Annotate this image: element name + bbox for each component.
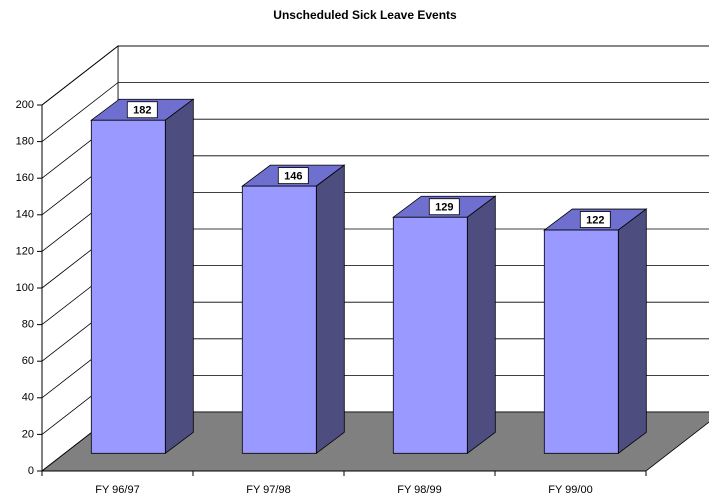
bar-side	[164, 98, 194, 455]
bar-group: 122	[543, 208, 648, 455]
y-tick-label: 100	[16, 282, 34, 294]
value-label: 146	[284, 171, 302, 183]
x-tick-label: FY 97/98	[246, 484, 290, 496]
y-tick-label: 60	[22, 355, 34, 367]
y-tick-label: 40	[22, 392, 34, 404]
x-tick-label: FY 96/97	[95, 484, 139, 496]
chart-title: Unscheduled Sick Leave Events	[273, 8, 457, 22]
y-tick-label: 20	[22, 428, 34, 440]
bar-group: 146	[241, 164, 346, 455]
bar-group: 182	[90, 98, 195, 455]
bar-side	[466, 195, 496, 455]
value-label-box	[428, 198, 460, 216]
y-tick-label: 80	[22, 319, 34, 331]
y-tick-label: 140	[16, 209, 34, 221]
bar-group: 129	[392, 195, 497, 455]
value-label: 122	[586, 214, 604, 226]
y-tick-label: 180	[16, 136, 34, 148]
y-tick-label: 200	[16, 99, 34, 111]
bar	[90, 119, 166, 454]
value-label: 129	[435, 202, 453, 214]
bar	[241, 185, 317, 454]
value-label-box	[277, 167, 309, 185]
value-label: 182	[133, 105, 151, 117]
bar-side	[617, 208, 647, 455]
bar	[392, 216, 468, 454]
value-label-box	[579, 211, 611, 228]
value-label-box	[126, 101, 158, 119]
grid-line	[41, 45, 709, 106]
y-tick-label: 0	[28, 465, 34, 477]
grid-line	[41, 82, 709, 142]
x-tick-label: FY 99/00	[548, 484, 592, 496]
y-tick-label: 120	[16, 245, 34, 257]
x-tick-label: FY 98/99	[397, 484, 441, 496]
y-tick-label: 160	[16, 172, 34, 184]
bar	[543, 229, 619, 454]
bar-side	[315, 164, 345, 455]
